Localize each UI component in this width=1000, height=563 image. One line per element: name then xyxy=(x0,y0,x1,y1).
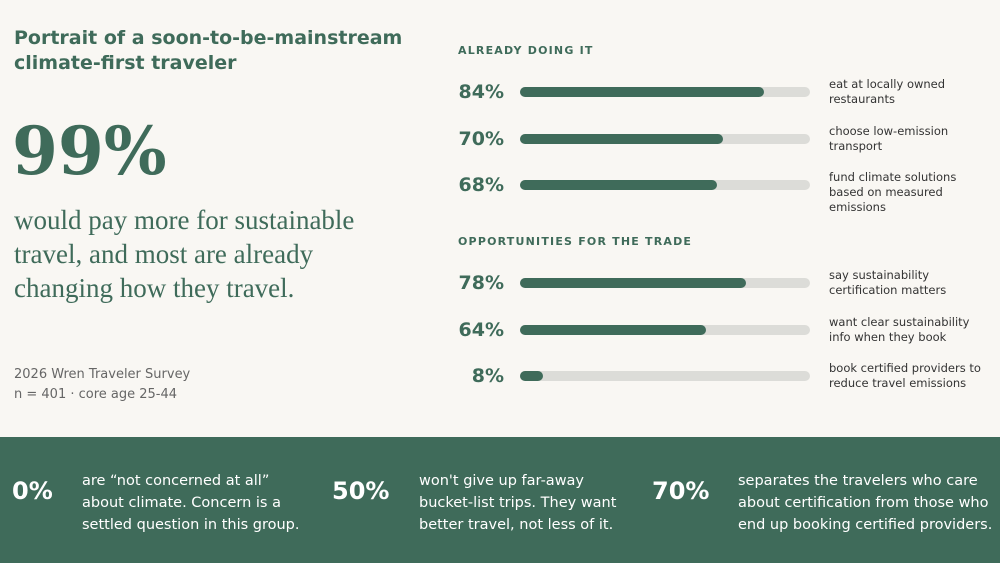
bar xyxy=(520,324,706,335)
bar-track xyxy=(520,87,810,97)
bar xyxy=(520,371,544,381)
value-label: 78% xyxy=(458,272,504,294)
section-title: ALREADY DOING IT xyxy=(458,44,594,57)
bar xyxy=(520,87,764,97)
footer: 0% are “not concerned at all” about clima… xyxy=(0,437,1000,563)
value-label: 68% xyxy=(458,174,504,196)
category-label: say sustainability certification matters xyxy=(829,268,947,297)
sample: n = 401 · core age 25-44 xyxy=(14,387,178,402)
category-label: fund climate solutions based on measured… xyxy=(829,170,957,214)
bar-track xyxy=(520,371,810,381)
category-label: choose low-emission transport xyxy=(829,123,949,153)
value-label: 64% xyxy=(458,318,504,341)
value-label: 8% xyxy=(471,365,504,387)
value-label: 70% xyxy=(458,127,504,150)
bar-track xyxy=(520,180,810,190)
category-label: book certified providers to reduce trave… xyxy=(829,361,981,390)
stat-text: are “not concerned at all” about climate… xyxy=(82,473,300,533)
bar xyxy=(520,180,718,190)
category-label: eat at locally owned restaurants xyxy=(829,77,946,106)
bar-track xyxy=(520,324,810,335)
headline-stat: 99% xyxy=(12,112,167,190)
category-label: want clear sustainability info when they… xyxy=(829,314,970,344)
stat-value: 0% xyxy=(12,477,53,505)
section-title: OPPORTUNITIES FOR THE TRADE xyxy=(458,235,693,248)
bar xyxy=(520,278,747,288)
stat-text: separates the travelers who care about c… xyxy=(738,473,993,533)
bar-track xyxy=(520,133,810,144)
source: 2026 Wren Traveler Survey xyxy=(14,367,191,382)
bar-track xyxy=(520,278,810,288)
stat-text: won't give up far-away bucket-list trips… xyxy=(419,473,617,533)
title: Portrait of a soon-to-be-mainstream clim… xyxy=(14,27,403,74)
value-label: 84% xyxy=(458,81,504,103)
stat-value: 50% xyxy=(332,477,390,505)
headline-text: would pay more for sustainable travel, a… xyxy=(14,205,355,303)
stat-value: 70% xyxy=(652,477,710,505)
bar xyxy=(520,133,723,144)
